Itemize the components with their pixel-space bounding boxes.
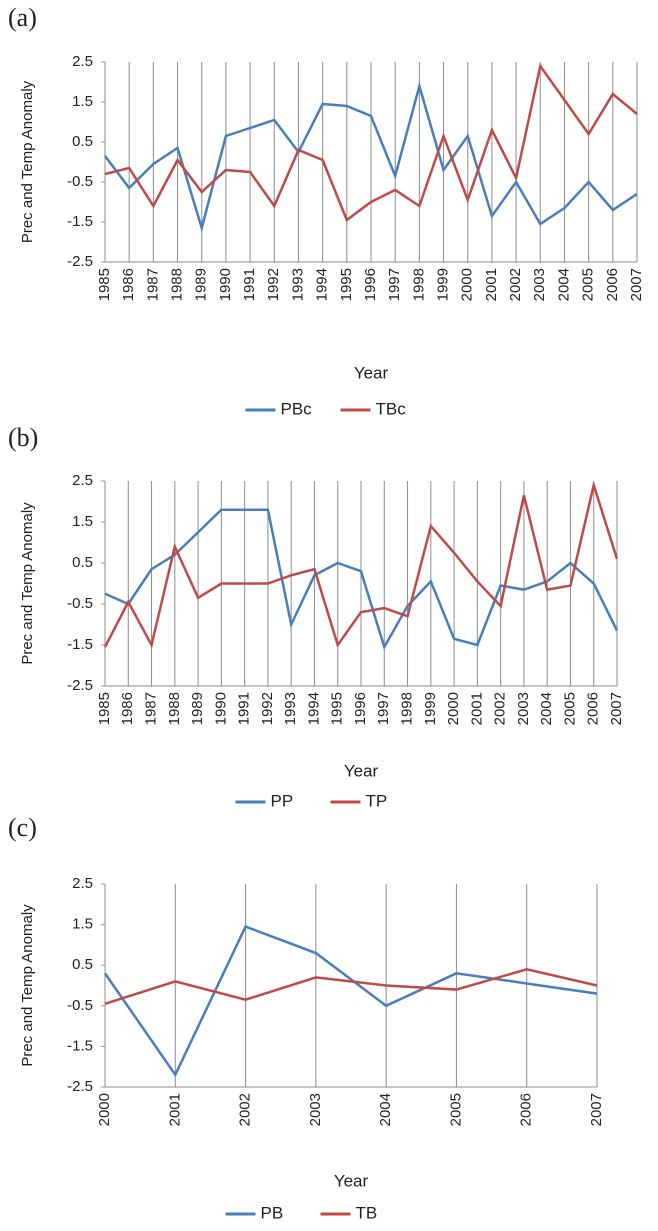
x-axis-title: Year bbox=[344, 761, 379, 780]
y-axis-title: Prec and Temp Anomaly bbox=[19, 80, 36, 243]
x-tick-label: 2001 bbox=[468, 692, 485, 725]
series-line bbox=[104, 62, 638, 222]
x-tick-label: 1985 bbox=[96, 692, 113, 725]
y-tick-label: 1.5 bbox=[72, 93, 93, 110]
x-tick-label: 1991 bbox=[241, 268, 258, 301]
x-tick-label: 1996 bbox=[362, 268, 379, 301]
x-tick-label: 1991 bbox=[236, 692, 253, 725]
x-tick-label: 1998 bbox=[410, 268, 427, 301]
x-tick-label: 1988 bbox=[169, 268, 186, 301]
legend-label: TB bbox=[356, 1203, 378, 1222]
x-tick-label: 2006 bbox=[518, 1093, 535, 1126]
x-tick-label: 2007 bbox=[608, 692, 625, 725]
x-tick-label: 1985 bbox=[96, 268, 113, 301]
x-tick-label: 1988 bbox=[166, 692, 183, 725]
y-tick-label: -0.5 bbox=[67, 595, 93, 612]
x-tick-label: 2005 bbox=[580, 268, 597, 301]
x-tick-label: 1994 bbox=[305, 692, 322, 725]
y-tick-label: -1.5 bbox=[67, 636, 93, 653]
x-tick-label: 1998 bbox=[399, 692, 416, 725]
x-tick-label: 2003 bbox=[531, 268, 548, 301]
x-tick-label: 1989 bbox=[189, 692, 206, 725]
x-axis-title: Year bbox=[334, 1171, 369, 1190]
x-tick-label: 1990 bbox=[217, 268, 234, 301]
x-tick-label: 2001 bbox=[483, 268, 500, 301]
legend-label: TP bbox=[366, 791, 388, 810]
x-tick-label: 1997 bbox=[375, 692, 392, 725]
y-tick-label: 1.5 bbox=[72, 513, 93, 530]
y-tick-label: -0.5 bbox=[67, 997, 93, 1014]
x-tick-label: 1993 bbox=[289, 268, 306, 301]
series-line bbox=[103, 925, 598, 1078]
x-axis-title: Year bbox=[354, 363, 389, 382]
y-tick-label: -2.5 bbox=[67, 677, 93, 694]
x-tick-label: 2007 bbox=[628, 268, 645, 301]
y-tick-label: 0.5 bbox=[72, 133, 93, 150]
y-tick-label: -0.5 bbox=[67, 173, 93, 190]
x-tick-label: 1987 bbox=[143, 692, 160, 725]
legend-label: PP bbox=[271, 791, 294, 810]
x-tick-label: 2002 bbox=[492, 692, 509, 725]
y-axis-title: Prec and Temp Anomaly bbox=[19, 502, 36, 665]
x-tick-label: 1986 bbox=[119, 692, 136, 725]
y-tick-label: -2.5 bbox=[67, 253, 93, 270]
x-tick-label: 2003 bbox=[515, 692, 532, 725]
series-line bbox=[104, 508, 619, 651]
x-tick-label: 1996 bbox=[352, 692, 369, 725]
x-tick-label: 1990 bbox=[212, 692, 229, 725]
x-tick-label: 1993 bbox=[282, 692, 299, 725]
x-tick-label: 2005 bbox=[447, 1093, 464, 1126]
x-tick-label: 1999 bbox=[422, 692, 439, 725]
x-tick-label: 2004 bbox=[555, 268, 572, 301]
legend-label: PB bbox=[261, 1203, 284, 1222]
series-line bbox=[103, 480, 619, 649]
legend-label: PBc bbox=[281, 399, 313, 418]
y-tick-label: -2.5 bbox=[67, 1078, 93, 1095]
x-tick-label: 2004 bbox=[377, 1093, 394, 1126]
x-tick-label: 1992 bbox=[265, 268, 282, 301]
x-tick-label: 2003 bbox=[307, 1093, 324, 1126]
x-tick-label: 2007 bbox=[588, 1093, 605, 1126]
y-tick-label: 0.5 bbox=[72, 554, 93, 571]
y-tick-label: 2.5 bbox=[72, 875, 93, 892]
panel-label: (a) bbox=[8, 3, 37, 32]
x-tick-label: 2001 bbox=[166, 1093, 183, 1126]
x-tick-label: 2006 bbox=[604, 268, 621, 301]
x-tick-label: 2005 bbox=[561, 692, 578, 725]
x-tick-label: 1986 bbox=[120, 268, 137, 301]
y-axis-title: Prec and Temp Anomaly bbox=[19, 904, 36, 1067]
x-tick-label: 1987 bbox=[144, 268, 161, 301]
panel-label: (c) bbox=[8, 813, 37, 842]
x-tick-label: 1994 bbox=[314, 268, 331, 301]
legend-label: TBc bbox=[376, 399, 407, 418]
x-tick-label: 2000 bbox=[459, 268, 476, 301]
x-tick-label: 1989 bbox=[193, 268, 210, 301]
y-tick-label: 0.5 bbox=[72, 956, 93, 973]
y-tick-label: -1.5 bbox=[67, 1037, 93, 1054]
x-tick-label: 2006 bbox=[585, 692, 602, 725]
series-line bbox=[104, 967, 598, 1005]
x-tick-label: 2002 bbox=[507, 268, 524, 301]
x-tick-label: 2000 bbox=[96, 1093, 113, 1126]
panel-label: (b) bbox=[8, 423, 38, 452]
x-tick-label: 2000 bbox=[445, 692, 462, 725]
y-tick-label: 2.5 bbox=[72, 53, 93, 70]
x-tick-label: 1995 bbox=[329, 692, 346, 725]
x-tick-label: 2004 bbox=[538, 692, 555, 725]
y-tick-label: 1.5 bbox=[72, 916, 93, 933]
x-tick-label: 1999 bbox=[435, 268, 452, 301]
series-line bbox=[104, 81, 638, 233]
x-tick-label: 2002 bbox=[237, 1093, 254, 1126]
y-tick-label: -1.5 bbox=[67, 213, 93, 230]
x-tick-label: 1997 bbox=[386, 268, 403, 301]
x-tick-label: 1992 bbox=[259, 692, 276, 725]
y-tick-label: 2.5 bbox=[72, 472, 93, 489]
x-tick-label: 1995 bbox=[338, 268, 355, 301]
